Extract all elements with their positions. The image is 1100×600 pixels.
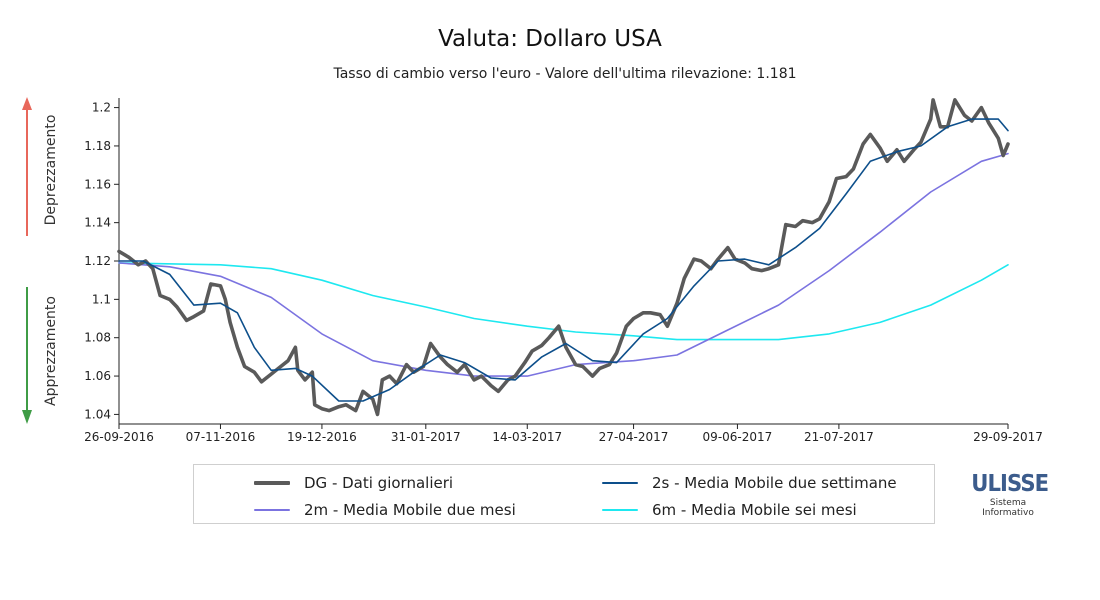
chart-subtitle: Tasso di cambio verso l'euro - Valore de… [333,66,797,82]
depreciation-arrow-head [22,97,32,110]
x-tick-label: 27-04-2017 [599,430,669,444]
side-indicators: Deprezzamento Apprezzamento [22,97,59,424]
y-tick-label: 1.18 [84,139,111,153]
legend-label-2m: 2m - Media Mobile due mesi [304,501,516,519]
legend-item-2m: 2m - Media Mobile due mesi [254,500,516,520]
series-layer [117,98,1010,417]
x-tick-label: 07-11-2016 [186,430,256,444]
x-tick-label: 29-09-2017 [973,430,1043,444]
y-tick-label: 1.14 [84,216,111,230]
legend-swatch-2m [254,509,290,511]
series-line-dg [117,98,1010,417]
x-tick-label: 19-12-2016 [287,430,357,444]
chart-title: Valuta: Dollaro USA [438,26,662,52]
y-tick-label: 1.08 [84,331,111,345]
ulisse-logo: ULISSE Sistema Informativo [968,470,1049,518]
legend-swatch-2s [602,482,638,484]
x-tick-label: 26-09-2016 [84,430,154,444]
logo-brand: ULISSE [971,471,1049,497]
legend-swatch-dg [254,481,290,485]
logo-line1: Sistema [989,498,1027,508]
series-line-2s [118,118,1009,402]
x-tick-label: 21-07-2017 [804,430,874,444]
legend-label-dg: DG - Dati giornalieri [304,474,454,492]
appreciation-label: Apprezzamento [43,296,59,406]
legend-item-6m: 6m - Media Mobile sei mesi [602,500,857,520]
y-tick-label: 1.12 [84,254,111,268]
series-line-6m [118,262,1009,341]
x-tick-label: 14-03-2017 [492,430,562,444]
legend-label-6m: 6m - Media Mobile sei mesi [652,501,857,519]
appreciation-arrow-head [22,410,32,424]
y-tick-label: 1.04 [84,407,111,421]
logo-line2: Informativo [982,508,1034,518]
y-tick-label: 1.2 [92,101,111,115]
x-tick-label: 31-01-2017 [391,430,461,444]
y-tick-label: 1.06 [84,369,111,383]
legend-item-dg: DG - Dati giornalieri [254,473,453,493]
legend-item-2s: 2s - Media Mobile due settimane [602,473,897,493]
x-tick-label: 09-06-2017 [703,430,773,444]
y-tick-label: 1.1 [92,292,111,306]
depreciation-label: Deprezzamento [43,115,59,226]
legend-label-2s: 2s - Media Mobile due settimane [652,474,897,492]
legend-swatch-6m [602,509,638,511]
legend: DG - Dati giornalieri 2s - Media Mobile … [193,464,935,524]
y-tick-label: 1.16 [84,177,111,191]
